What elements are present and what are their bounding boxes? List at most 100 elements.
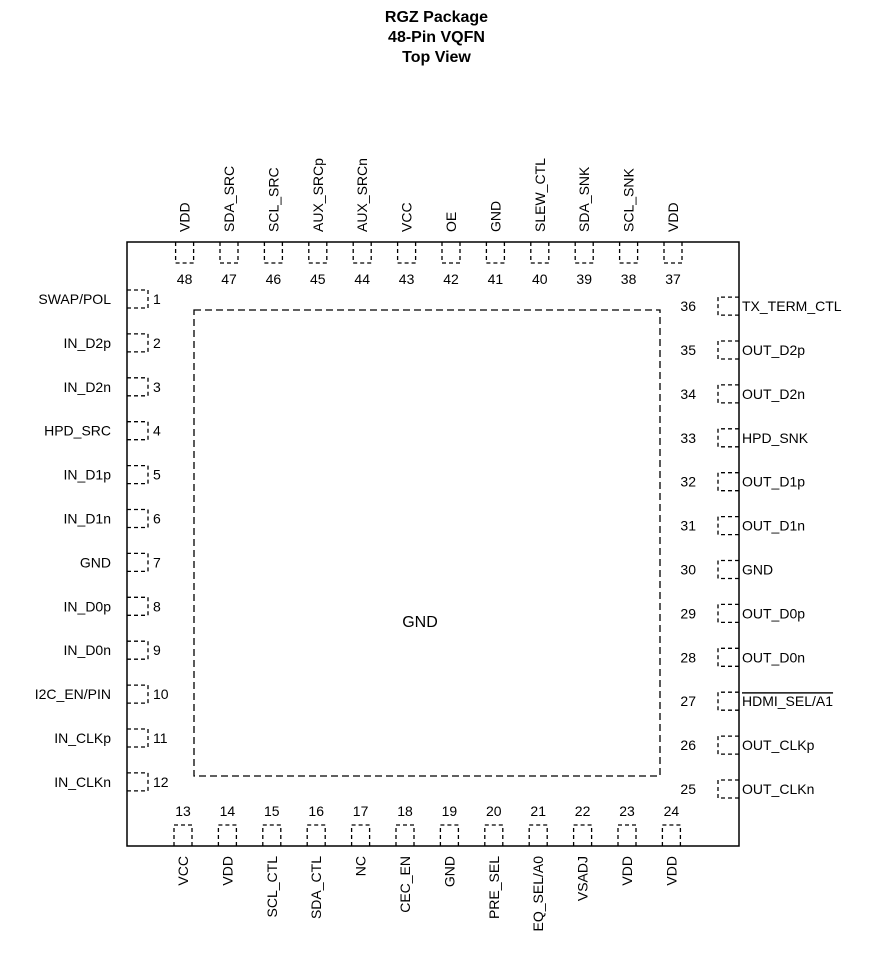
pin-1-label: SWAP/POL xyxy=(38,291,111,307)
pin-48-pad xyxy=(174,242,195,264)
pin-17: 17 NC xyxy=(350,803,371,876)
pin-28-number: 28 xyxy=(680,649,696,665)
pin-48-label: VDD xyxy=(177,202,193,232)
pin-11-label: IN_CLKp xyxy=(54,730,111,746)
pin-10: 10 I2C_EN/PIN xyxy=(35,684,169,704)
pin-36-pad xyxy=(717,296,739,316)
pin-17-pad xyxy=(350,824,371,846)
pin-17-number: 17 xyxy=(353,803,369,819)
pin-19-number: 19 xyxy=(442,803,458,819)
pin-47-number: 47 xyxy=(221,271,237,287)
pin-16: 16 SDA_CTL xyxy=(306,803,326,919)
pin-46-label: SCL_SRC xyxy=(265,167,281,232)
pin-34-pad xyxy=(717,384,739,404)
pins-layer: 1 SWAP/POL 2 IN_D2p 3 IN_D2n 4 HPD_SRC 5 IN_D1p 6 I… xyxy=(35,158,842,932)
title-line-1: RGZ Package xyxy=(384,9,489,26)
pin-18-pad xyxy=(395,824,415,846)
pin-36: 36 TX_TERM_CTL xyxy=(680,296,842,316)
pin-41-pad xyxy=(485,242,506,264)
pin-42-label: OE xyxy=(443,212,459,232)
pin-9-label: IN_D0n xyxy=(64,642,111,658)
pin-39-label: SDA_SNK xyxy=(576,166,592,232)
pin-3-pad xyxy=(127,377,149,397)
pin-4: 4 HPD_SRC xyxy=(44,421,161,441)
pin-23-pad xyxy=(617,824,637,846)
pin-44-label: AUX_SRCn xyxy=(354,158,370,232)
pin-37: 37 VDD xyxy=(663,202,683,287)
pin-40-label: SLEW_CTL xyxy=(532,158,548,232)
pin-22: 22 VSADJ xyxy=(572,803,593,901)
pin-7-label: GND xyxy=(80,554,111,570)
pin-8-label: IN_D0p xyxy=(64,598,112,614)
pin-40: 40 SLEW_CTL xyxy=(530,158,550,287)
pin-21: 21 EQ_SEL/A0 xyxy=(528,803,548,932)
pin-29-pad xyxy=(717,603,739,624)
pin-31: 31 OUT_D1n xyxy=(680,515,805,536)
pin-25-number: 25 xyxy=(680,781,696,797)
pin-23-label: VDD xyxy=(619,856,635,886)
pin-33-number: 33 xyxy=(680,430,696,446)
pin-38-label: SCL_SNK xyxy=(621,168,637,232)
pin-4-label: HPD_SRC xyxy=(44,423,111,439)
pin-33-label: HPD_SNK xyxy=(742,430,809,446)
pin-38-number: 38 xyxy=(621,271,637,287)
pin-43: 43 VCC xyxy=(396,202,417,287)
pin-48: 48 VDD xyxy=(174,202,195,287)
pin-31-pad xyxy=(717,515,739,536)
pin-27-number: 27 xyxy=(680,693,696,709)
pin-36-number: 36 xyxy=(680,298,696,314)
pin-48-number: 48 xyxy=(177,271,193,287)
pin-23-number: 23 xyxy=(619,803,635,819)
pin-3-label: IN_D2n xyxy=(64,379,111,395)
pin-34-number: 34 xyxy=(680,386,696,402)
pin-32-label: OUT_D1p xyxy=(742,474,805,490)
pin-41-number: 41 xyxy=(488,271,504,287)
pin-25: 25 OUT_CLKn xyxy=(680,779,814,799)
pin-18-label: CEC_EN xyxy=(397,856,413,913)
pin-6-number: 6 xyxy=(153,511,161,527)
pin-14: 14 VDD xyxy=(217,803,238,886)
pin-21-number: 21 xyxy=(530,803,546,819)
pin-22-pad xyxy=(572,824,593,846)
pin-31-number: 31 xyxy=(680,518,696,534)
pin-6: 6 IN_D1n xyxy=(64,508,161,529)
diagram-title: RGZ Package 48-Pin VQFN Top View xyxy=(0,8,873,68)
pin-32-number: 32 xyxy=(680,474,696,490)
pin-20: 20 PRE_SEL xyxy=(484,803,504,919)
pin-29-label: OUT_D0p xyxy=(742,605,805,621)
pin-45-pad xyxy=(308,242,328,264)
pin-43-pad xyxy=(396,242,417,264)
pin-44-number: 44 xyxy=(354,271,370,287)
pin-27-pad xyxy=(717,691,739,711)
pin-47-pad xyxy=(219,242,239,264)
pin-44: 44 AUX_SRCn xyxy=(352,158,372,287)
pin-1-pad xyxy=(127,289,149,309)
pin-19: 19 GND xyxy=(439,803,460,887)
pin-18-number: 18 xyxy=(397,803,413,819)
pin-5: 5 IN_D1p xyxy=(64,464,161,485)
pin-1: 1 SWAP/POL xyxy=(38,289,161,309)
pin-46-number: 46 xyxy=(266,271,282,287)
pin-12-number: 12 xyxy=(153,774,169,790)
pin-18: 18 CEC_EN xyxy=(395,803,415,913)
pin-13-number: 13 xyxy=(175,803,191,819)
pin-37-pad xyxy=(663,242,683,264)
pin-15-number: 15 xyxy=(264,803,280,819)
pin-28-pad xyxy=(717,647,739,667)
pin-9-number: 9 xyxy=(153,642,161,658)
pin-45-number: 45 xyxy=(310,271,326,287)
pin-27-label: HDMI_SEL/A1 xyxy=(742,693,833,709)
pin-35-pad xyxy=(717,340,739,360)
pin-37-number: 37 xyxy=(665,271,681,287)
pin-37-label: VDD xyxy=(665,202,681,232)
pin-11-pad xyxy=(127,728,149,748)
pin-2-pad xyxy=(127,333,149,353)
pin-30-number: 30 xyxy=(680,562,696,578)
pin-26: 26 OUT_CLKp xyxy=(680,735,815,755)
pin-43-label: VCC xyxy=(399,202,415,232)
pin-47-label: SDA_SRC xyxy=(221,166,237,232)
pin-21-pad xyxy=(528,824,548,846)
pin-25-label: OUT_CLKn xyxy=(742,781,814,797)
pin-14-number: 14 xyxy=(220,803,236,819)
pin-26-pad xyxy=(717,735,739,755)
